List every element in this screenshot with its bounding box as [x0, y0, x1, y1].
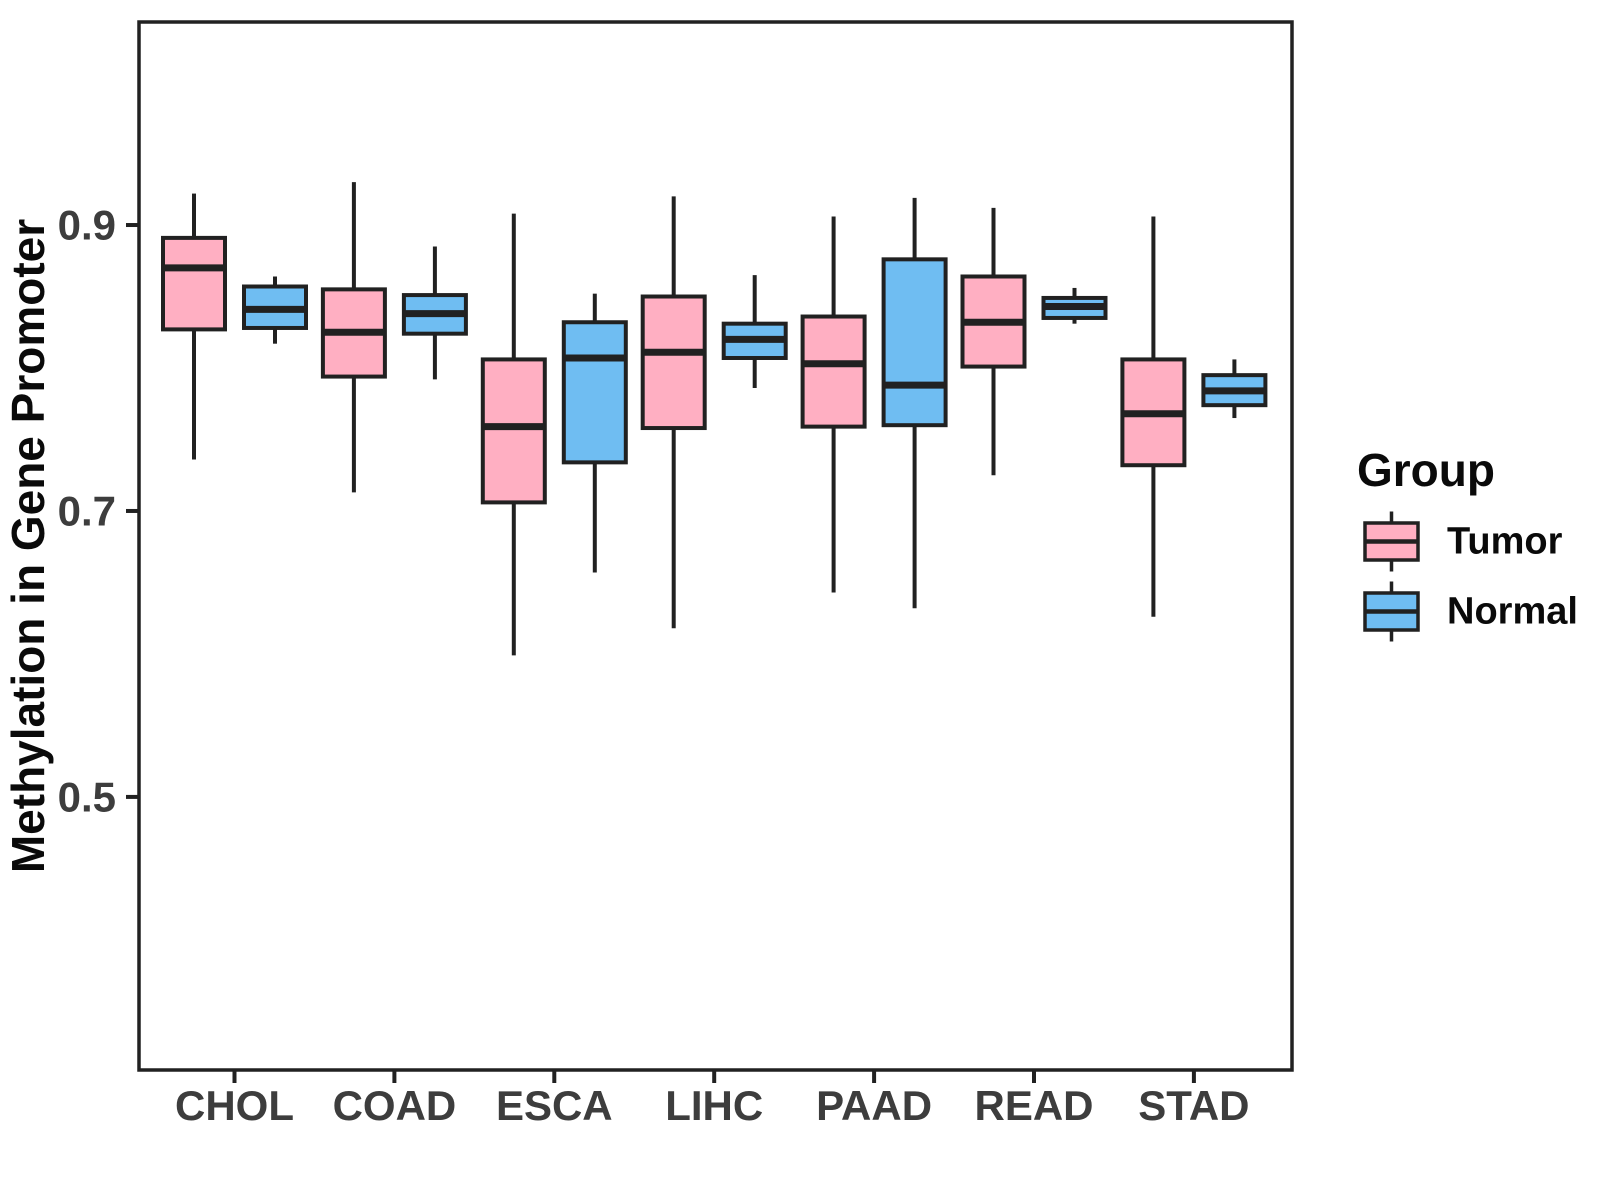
boxplot-paad-normal — [881, 197, 948, 609]
iqr-box-chol-tumor — [161, 235, 227, 332]
boxplot-paad-tumor — [800, 216, 867, 593]
boxplot-esca-tumor — [480, 213, 547, 656]
x-tick-label-paad: PAAD — [816, 1082, 932, 1129]
iqr-box-esca-normal — [561, 320, 628, 465]
boxplot-esca-normal — [561, 293, 628, 573]
boxplot-lihc-normal — [721, 275, 788, 389]
y-tick-label-0.9: 0.9 — [58, 202, 116, 249]
boxplot-stad-normal — [1201, 359, 1268, 419]
y-tick-label-0.7: 0.7 — [58, 487, 116, 534]
x-tick-label-esca: ESCA — [496, 1082, 613, 1129]
x-tick-label-coad: COAD — [333, 1082, 457, 1129]
boxplot-read-normal — [1041, 287, 1108, 324]
boxplot-read-tumor — [960, 207, 1027, 476]
legend-keys: Tumor Normal — [1363, 511, 1578, 642]
x-tick-label-stad: STAD — [1138, 1082, 1249, 1129]
iqr-box-paad-normal — [881, 257, 948, 428]
x-axis: CHOL COAD ESCA LIHC PAAD READ STAD — [175, 1070, 1250, 1129]
boxplot-chol-normal — [242, 276, 308, 344]
boxplot-stad-tumor — [1120, 216, 1187, 617]
boxplot-chol-tumor — [161, 193, 227, 460]
x-tick-label-chol: CHOL — [175, 1082, 294, 1129]
legend: Group Tumor Normal — [1357, 444, 1578, 642]
x-tick-label-read: READ — [974, 1082, 1093, 1129]
legend-key-normal: Normal — [1363, 581, 1578, 642]
legend-key-tumor: Tumor — [1363, 511, 1563, 572]
legend-label-normal: Normal — [1447, 591, 1578, 633]
boxplot-lihc-tumor — [640, 196, 707, 629]
y-tick-label-0.5: 0.5 — [58, 773, 116, 820]
boxplot-coad-normal — [401, 246, 468, 380]
iqr-box-esca-tumor — [480, 357, 547, 505]
legend-label-tumor: Tumor — [1447, 521, 1563, 563]
y-axis-title: Methylation in Gene Promoter — [2, 219, 54, 873]
iqr-box-paad-tumor — [800, 314, 867, 429]
boxes-layer — [161, 182, 1268, 656]
y-axis: 0.5 0.7 0.9 — [58, 202, 139, 820]
x-tick-label-lihc: LIHC — [665, 1082, 763, 1129]
plot-panel-border — [137, 20, 1294, 1072]
boxplot-coad-tumor — [320, 182, 387, 493]
legend-title: Group — [1357, 444, 1495, 496]
iqr-box-lihc-tumor — [640, 294, 707, 431]
